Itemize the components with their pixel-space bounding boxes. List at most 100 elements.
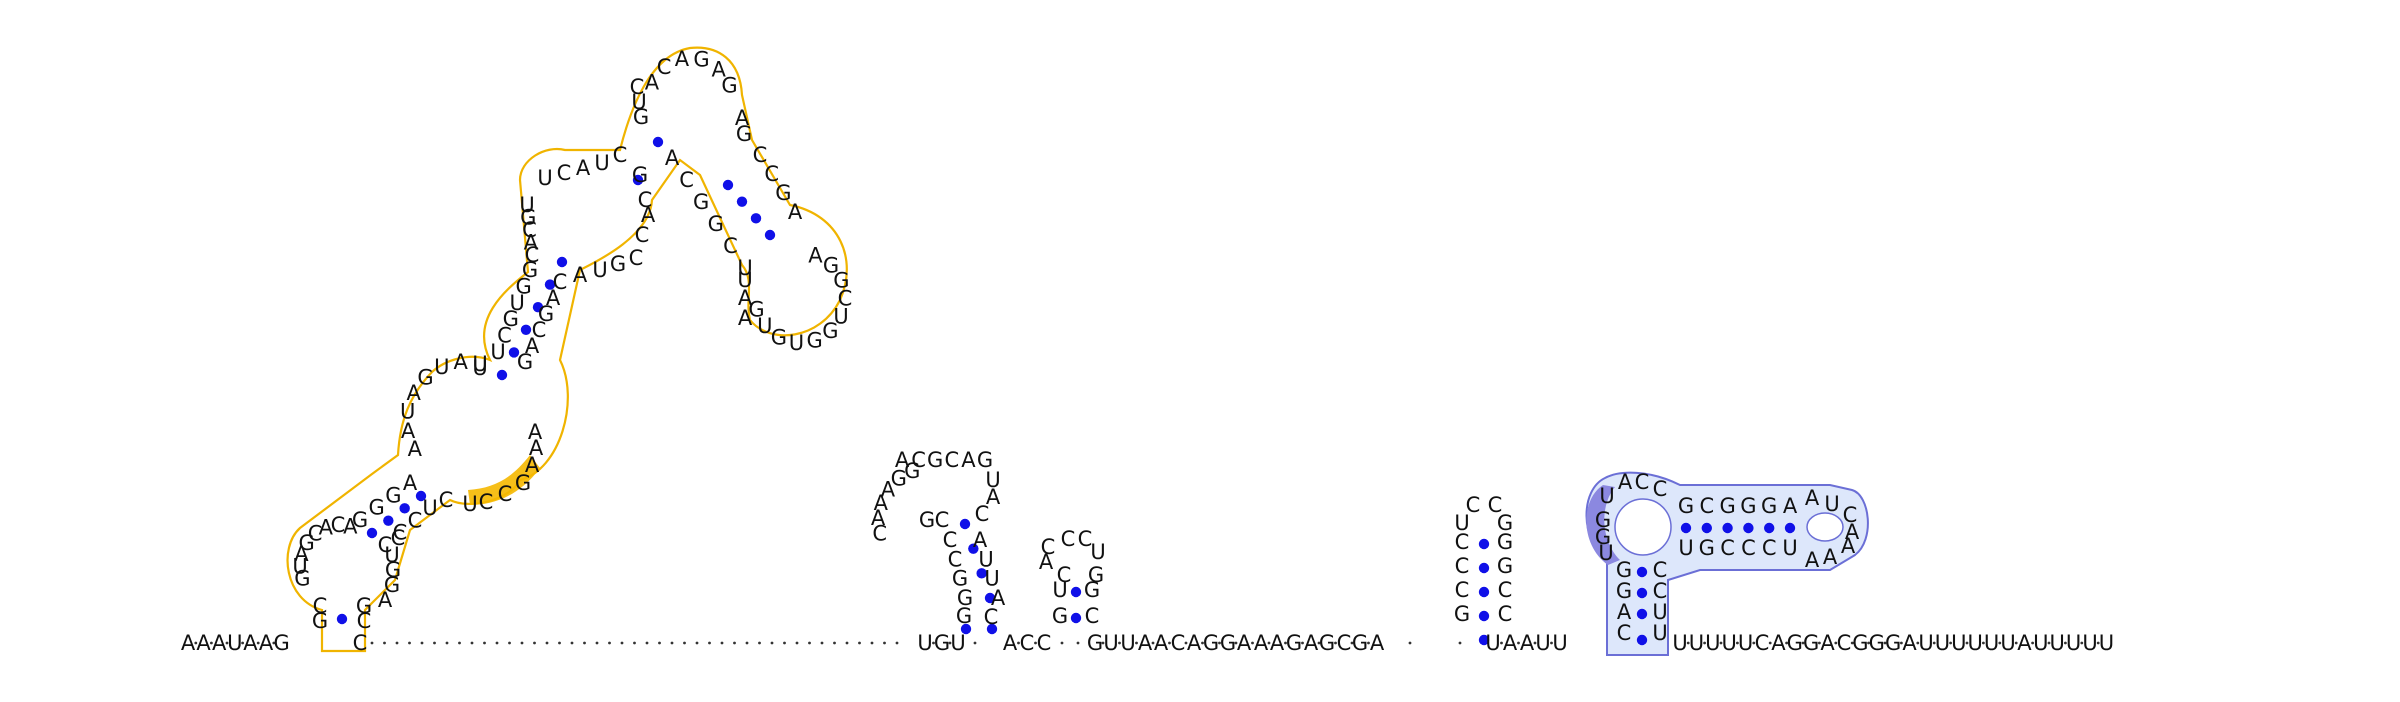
backbone-link xyxy=(1883,641,1887,645)
backbone-nucleotide: A xyxy=(196,631,211,655)
backbone-nucleotide: C xyxy=(353,631,368,655)
nucleotide: C xyxy=(557,161,572,185)
backbone-link xyxy=(1686,641,1690,645)
nucleotide: C xyxy=(1078,527,1093,551)
nucleotide: U xyxy=(490,340,505,364)
base-pair-dot xyxy=(508,347,520,358)
nucleotide: U xyxy=(422,496,437,520)
nucleotide: G xyxy=(823,253,839,277)
backbone-link xyxy=(583,641,586,645)
nucleotide: C xyxy=(764,162,779,186)
backbone-nucleotide: A xyxy=(1820,631,1835,655)
nucleotide: G xyxy=(693,190,709,214)
backbone-link xyxy=(1900,641,1903,645)
nucleotide: C xyxy=(391,526,406,550)
backbone-link xyxy=(695,641,699,645)
nucleotide: C xyxy=(638,188,653,212)
nucleotide: U xyxy=(519,193,534,217)
nucleotide: A xyxy=(1841,534,1856,558)
nucleotide: A xyxy=(294,542,309,566)
nucleotide: G xyxy=(833,268,849,292)
backbone-link xyxy=(1267,641,1271,645)
base-pair-dot xyxy=(496,369,508,381)
backbone-link xyxy=(670,641,674,645)
nucleotide: C xyxy=(553,270,568,294)
backbone-link xyxy=(1017,641,1020,645)
backbone-nucleotide: G xyxy=(1203,631,1219,655)
backbone-nucleotide: A xyxy=(259,631,274,655)
nucleotide: G xyxy=(1052,604,1068,628)
backbone-nucleotide: A xyxy=(243,631,258,655)
nucleotide: A xyxy=(573,263,588,287)
backbone-nucleotide: U xyxy=(1120,631,1135,655)
backbone-dotted-line xyxy=(194,641,2100,645)
backbone-nucleotide: U xyxy=(1968,631,1983,655)
backbone-link xyxy=(1916,641,1920,645)
backbone-nucleotide: A xyxy=(1237,631,1252,655)
nucleotide: C xyxy=(1498,578,1513,602)
base-pair-dot xyxy=(1636,634,1648,646)
nucleotide: C xyxy=(1635,470,1650,494)
backbone-link xyxy=(408,641,411,645)
base-pair-dot xyxy=(1636,566,1648,578)
base-pair-dot xyxy=(764,229,776,241)
nucleotide: C xyxy=(872,521,887,545)
base-pair-dot xyxy=(1722,522,1733,534)
base-pair-dot xyxy=(1680,522,1692,534)
backbone-link xyxy=(383,641,386,645)
backbone-link xyxy=(932,641,935,645)
nucleotide: C xyxy=(525,243,540,267)
nucleotide: A xyxy=(1618,470,1633,494)
nucleotide: G xyxy=(515,471,531,495)
backbone-link xyxy=(973,641,977,645)
backbone-link xyxy=(720,641,724,645)
backbone-link xyxy=(1367,641,1370,645)
backbone-link xyxy=(272,641,276,645)
nucleotide: A xyxy=(1039,550,1054,574)
backbone-nucleotide: U xyxy=(950,631,965,655)
nucleotide: C xyxy=(1617,621,1632,645)
backbone-link xyxy=(895,641,899,645)
nucleotide: U xyxy=(1782,536,1797,560)
nucleotide: U xyxy=(757,314,772,338)
backbone-nucleotide: A xyxy=(181,631,196,655)
structure-4-loop xyxy=(1614,498,1672,556)
nucleotide: U xyxy=(292,554,307,578)
nucleotide: A xyxy=(645,70,660,94)
nucleotide: G xyxy=(1616,579,1632,603)
backbone-nucleotide: A xyxy=(1520,631,1535,655)
nucleotide: C xyxy=(679,168,694,192)
nucleotide: C xyxy=(1455,554,1470,578)
backbone-nucleotide: C xyxy=(1755,631,1770,655)
backbone-nucleotide: U xyxy=(917,631,932,655)
nucleotide: A xyxy=(961,448,976,472)
base-pair-dot xyxy=(1636,608,1648,620)
backbone-link xyxy=(708,641,711,645)
nucleotide: C xyxy=(943,528,958,552)
nucleotide: C xyxy=(393,521,408,545)
nucleotide: A xyxy=(403,471,418,495)
backbone-link xyxy=(1550,641,1553,645)
nucleotide: U xyxy=(1652,621,1667,645)
base-pair-dot xyxy=(1070,612,1082,624)
nucleotide: A xyxy=(343,514,358,538)
nucleotide: U xyxy=(592,258,607,282)
nucleotide: A xyxy=(1617,600,1632,624)
nucleotide: C xyxy=(1741,536,1756,560)
backbone-link xyxy=(1201,641,1204,645)
nucleotide: C xyxy=(1653,579,1668,603)
nucleotide: C xyxy=(357,609,372,633)
nucleotide: G xyxy=(520,206,536,230)
backbone-link xyxy=(1768,641,1772,645)
backbone-link xyxy=(1834,641,1838,645)
nucleotide: C xyxy=(378,533,393,557)
nucleotide: G xyxy=(771,326,787,350)
base-pair-dot xyxy=(383,515,394,526)
backbone-link xyxy=(545,641,549,645)
nucleotide: G xyxy=(1088,563,1104,587)
backbone-link xyxy=(483,641,486,645)
backbone-link xyxy=(1719,641,1723,645)
nucleotide: C xyxy=(753,143,768,167)
backbone-nucleotide: A xyxy=(1003,631,1018,655)
